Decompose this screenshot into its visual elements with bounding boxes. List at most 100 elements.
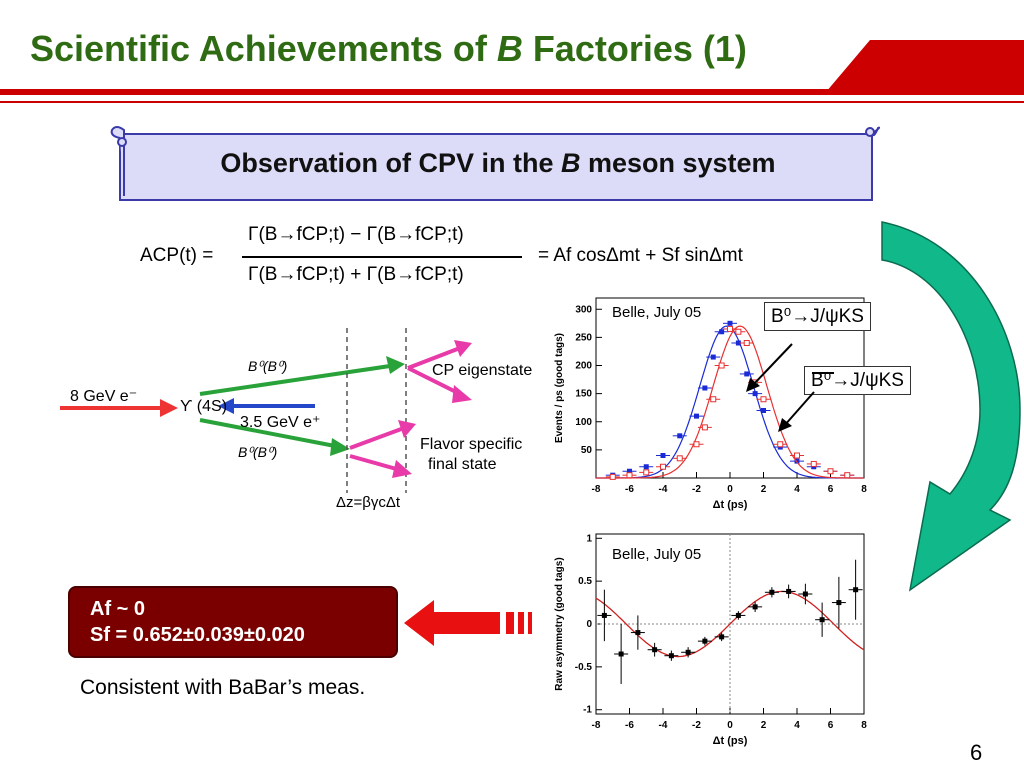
data-point — [694, 413, 699, 419]
data-point — [660, 463, 666, 470]
x-axis-label: Δt (ps) — [713, 499, 748, 511]
legend-b0bar: B⁰→J/ψKS — [804, 366, 911, 395]
y-tick-label: 150 — [575, 389, 592, 400]
legend-arrows — [746, 343, 815, 432]
data-point — [810, 460, 817, 467]
equation-denominator: Γ(B→fCP;t) + Γ(B→fCP;t) — [248, 264, 464, 285]
data-point — [743, 340, 750, 346]
data-point — [643, 464, 649, 470]
x-tick-label: -8 — [592, 484, 601, 495]
equation-lhs: ACP(t) = — [140, 245, 214, 266]
data-point — [677, 433, 683, 439]
data-point — [819, 617, 825, 623]
data-point — [618, 651, 624, 657]
x-tick-label: 2 — [761, 484, 767, 495]
plot-bottom: -8 -6 -4 -2 0 2 4 6 8 1 0.5 0 -0.5 -1 Δt (ps) Raw asymm… — [554, 533, 867, 747]
x-tick-label: -6 — [625, 484, 634, 495]
plot-top-label: Belle, July 05 — [612, 304, 702, 321]
equation-rhs: = Af cosΔmt + Sf sinΔmt — [538, 245, 743, 266]
data-point — [685, 649, 691, 655]
flavor-specific-label: Flavor specific — [420, 436, 523, 453]
data-point — [735, 612, 741, 618]
y-axis-label: Raw asymmetry (good tags) — [554, 557, 565, 690]
data-point — [719, 634, 725, 640]
data-point — [702, 385, 708, 391]
af-result: Af ~ 0 — [90, 598, 146, 620]
x-tick-label: -2 — [692, 484, 701, 495]
data-point — [609, 473, 616, 480]
result-box: Af ~ 0 Sf = 0.652±0.039±0.020 — [68, 586, 398, 658]
data-point — [786, 588, 792, 594]
fit-curve — [596, 325, 864, 479]
y-tick-label: 300 — [575, 304, 592, 315]
cp-eigenstate-label: CP eigenstate — [432, 362, 533, 379]
sf-result: Sf = 0.652±0.039±0.020 — [90, 624, 305, 646]
data-point — [752, 391, 758, 397]
x-tick-label: -4 — [659, 720, 668, 731]
dz-label: Δz=βγcΔt — [336, 494, 401, 511]
y-tick-label: 0 — [586, 619, 592, 630]
plot-bottom-label: Belle, July 05 — [612, 546, 702, 563]
x-tick-label: 0 — [727, 484, 733, 495]
data-point — [727, 325, 733, 332]
data-point — [627, 468, 632, 474]
data-point — [827, 468, 834, 475]
y-tick-label: -1 — [583, 705, 592, 716]
y-axis-label: Events / ps (good tags) — [554, 333, 565, 443]
data-point — [718, 362, 725, 369]
x-tick-label: 0 — [727, 720, 733, 731]
x-tick-label: 6 — [828, 484, 834, 495]
beam-e-minus-label: 8 GeV e⁻ — [70, 388, 138, 405]
x-tick-label: -6 — [625, 720, 634, 731]
x-tick-label: -4 — [659, 484, 668, 495]
data-point — [702, 638, 708, 644]
data-point — [777, 441, 784, 448]
x-tick-label: 4 — [794, 720, 800, 731]
x-tick-label: -2 — [692, 720, 701, 731]
page-title: Scientific Achievements of B Factories (… — [30, 28, 747, 69]
data-point — [676, 455, 683, 462]
x-tick-label: -8 — [592, 720, 601, 731]
data-point — [668, 653, 674, 659]
data-point — [735, 340, 741, 346]
y-tick-label: 250 — [575, 332, 592, 343]
data-point — [844, 472, 851, 479]
upsilon-label: ϒ (4S) — [180, 398, 228, 415]
x-tick-label: 8 — [861, 484, 867, 495]
data-point — [693, 441, 700, 448]
teal-curved-arrow-icon — [881, 221, 1021, 592]
y-tick-label: 0.5 — [578, 576, 592, 587]
data-point — [652, 647, 658, 653]
red-left-arrow-icon — [404, 600, 532, 646]
final-state-label: final state — [428, 456, 497, 473]
y-tick-label: 100 — [575, 417, 592, 428]
lower-meson-label: B⁰(B⁰) — [238, 444, 278, 460]
b0bar-overline — [812, 372, 834, 374]
x-tick-label: 8 — [861, 720, 867, 731]
x-axis-label: Δt (ps) — [713, 735, 748, 747]
scroll-banner — [110, 126, 880, 201]
data-point — [760, 396, 767, 403]
data-point — [836, 600, 842, 606]
data-point — [802, 591, 808, 597]
data-point — [719, 329, 725, 335]
data-point — [635, 630, 641, 636]
decay-diagram — [60, 328, 472, 493]
data-point — [769, 589, 775, 595]
data-point — [660, 453, 666, 458]
data-point — [701, 424, 708, 431]
data-point — [710, 354, 716, 360]
data-point — [744, 371, 750, 377]
data-point — [601, 612, 607, 618]
fraction-bar — [242, 256, 522, 258]
y-tick-label: 50 — [581, 445, 593, 456]
data-point — [626, 472, 633, 479]
data-point — [761, 408, 766, 413]
x-tick-label: 6 — [828, 720, 834, 731]
data-point — [752, 604, 758, 610]
data-point — [853, 587, 859, 593]
data-point — [735, 328, 742, 335]
x-tick-label: 4 — [794, 484, 800, 495]
fit-curve — [595, 590, 865, 658]
equation-numerator: Γ(B→fCP;t) − Γ(B→fCP;t) — [248, 224, 464, 245]
